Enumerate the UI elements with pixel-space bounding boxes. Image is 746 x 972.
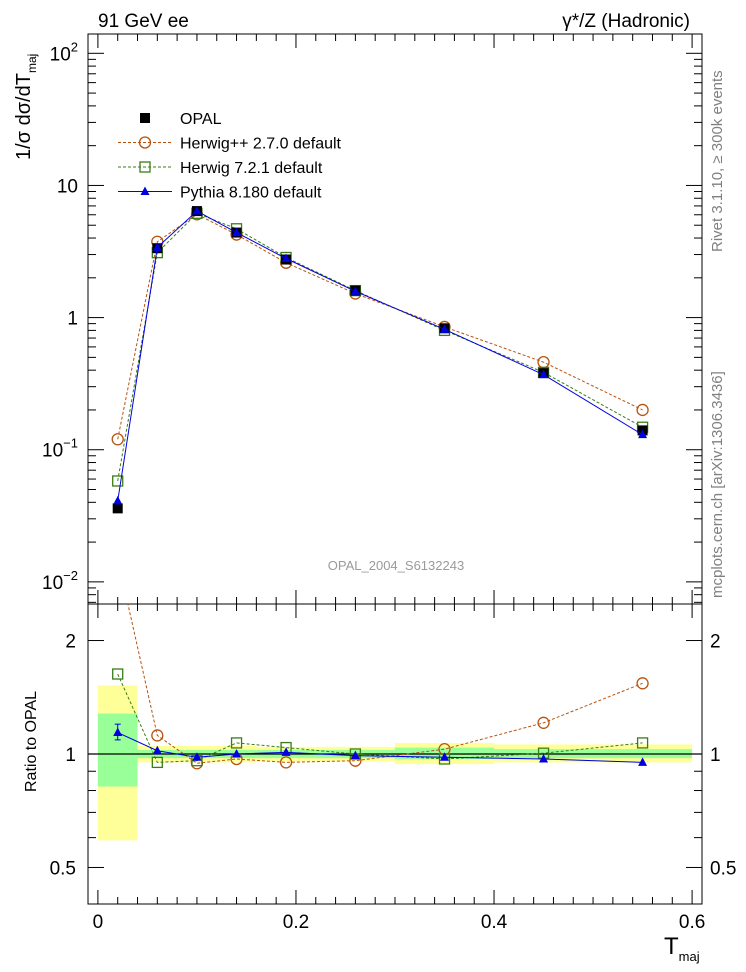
main-point-opal bbox=[112, 503, 123, 514]
main-y-tick-label: 102 bbox=[50, 39, 78, 65]
x-tick-label: 0.6 bbox=[679, 912, 705, 933]
main-ylabel: 1/σ dσ/dTmaj bbox=[13, 54, 39, 160]
main-point-pythia-8-180-default bbox=[232, 227, 242, 237]
ratio-point-herwig-7-2-1-default bbox=[230, 737, 243, 749]
ratio-y-tick-label-right: 1 bbox=[710, 745, 721, 766]
ratio-point-herwig-7-2-1-default bbox=[112, 668, 124, 680]
ratio-y-tick-label-right: 2 bbox=[710, 632, 721, 653]
analysis-watermark: OPAL_2004_S6132243 bbox=[328, 558, 464, 573]
main-y-tick-label-base: 1 bbox=[67, 309, 78, 330]
ratio-point-pythia-8-180-default bbox=[152, 745, 162, 755]
main-line-pythia-8-180-default bbox=[117, 210, 643, 501]
x-tick-label: 0.2 bbox=[283, 912, 309, 933]
axis-ticks bbox=[88, 34, 702, 905]
ratio-point-herwig-2-7-0-default bbox=[537, 716, 550, 729]
main-y-tick-label: 10 bbox=[57, 176, 78, 197]
x-tick-label: 0.4 bbox=[481, 912, 508, 933]
ratio-point-herwig-2-7-0-default bbox=[636, 677, 649, 690]
main-point-herwig-2-7-0-default bbox=[636, 403, 649, 417]
ratio-uncertainty-bands bbox=[88, 685, 702, 841]
main-point-herwig-7-2-1-default bbox=[112, 475, 124, 487]
legend-label: OPAL bbox=[180, 111, 222, 128]
main-point-pythia-8-180-default bbox=[152, 242, 162, 251]
ratio-y-tick-label-left: 2 bbox=[65, 632, 76, 653]
legend-label: Herwig++ 2.7.0 default bbox=[180, 136, 342, 153]
main-point-pythia-8-180-default bbox=[113, 495, 123, 505]
main-point-pythia-8-180-default bbox=[281, 253, 291, 263]
ratio-point-pythia-8-180-default bbox=[350, 750, 360, 760]
ratio-y-tick-label-left: 0.5 bbox=[50, 858, 76, 879]
main-ylabel-text: 1/σ dσ/dT bbox=[13, 73, 35, 160]
main-y-tick-label-base: 10 bbox=[50, 44, 71, 65]
ratio-point-pythia-8-180-default bbox=[192, 752, 202, 761]
ratio-point-pythia-8-180-default bbox=[440, 752, 450, 761]
x-axis-label-text: T bbox=[664, 933, 679, 960]
legend-marker bbox=[140, 113, 150, 123]
legend-label: Pythia 8.180 default bbox=[180, 185, 322, 202]
ratio-y-tick-label-right: 0.5 bbox=[710, 858, 736, 879]
x-tick-label: 0 bbox=[93, 912, 104, 933]
ratio-y-tick-label-left: 1 bbox=[65, 745, 76, 766]
ratio-point-herwig-7-2-1-default bbox=[636, 737, 649, 749]
main-y-tick-label-base: 10 bbox=[57, 176, 78, 197]
main-point-herwig-2-7-0-default bbox=[111, 433, 124, 446]
ratio-point-herwig-7-2-1-default bbox=[151, 756, 163, 769]
legend: OPAL Herwig++ 2.7.0 default Herwig 7.2.1 d… bbox=[118, 111, 342, 202]
main-y-tick-label-exp: −1 bbox=[63, 436, 78, 451]
x-axis-label: Tmaj bbox=[664, 933, 700, 964]
main-y-tick-label-base: 10 bbox=[42, 441, 63, 462]
ratio-line-herwig-2-7-0-default bbox=[127, 604, 643, 764]
main-point-pythia-8-180-default bbox=[638, 429, 648, 439]
ratio-point-herwig-2-7-0-default bbox=[279, 756, 293, 769]
x-axis-label-sub: maj bbox=[679, 949, 700, 964]
main-y-tick-label: 10−2 bbox=[42, 568, 78, 594]
ratio-point-herwig-2-7-0-default bbox=[151, 729, 164, 742]
ratio-ylabel: Ratio to OPAL bbox=[23, 691, 40, 792]
main-point-pythia-8-180-default bbox=[539, 369, 549, 379]
main-panel-series bbox=[111, 206, 649, 514]
main-y-tick-label-exp: 2 bbox=[71, 39, 78, 54]
rivet-label: Rivet 3.1.10, ≥ 300k events bbox=[709, 70, 726, 252]
main-y-tick-label-exp: −2 bbox=[63, 568, 78, 583]
legend-marker bbox=[140, 186, 150, 195]
legend-marker bbox=[138, 136, 152, 149]
main-point-pythia-8-180-default bbox=[192, 206, 202, 215]
ratio-point-pythia-8-180-default bbox=[281, 747, 291, 756]
mcplots-label: mcplots.cern.ch [arXiv:1306.3436] bbox=[709, 371, 726, 598]
main-line-herwig-2-7-0-default bbox=[117, 213, 643, 440]
ratio-point-pythia-8-180-default bbox=[232, 749, 242, 758]
ratio-panel-series bbox=[112, 553, 649, 770]
main-point-pythia-8-180-default bbox=[440, 324, 450, 333]
main-line-herwig-7-2-1-default bbox=[117, 212, 643, 482]
main-y-tick-label: 10−1 bbox=[42, 436, 78, 462]
ratio-point-pythia-8-180-default bbox=[539, 753, 549, 763]
main-y-tick-label: 1 bbox=[67, 309, 78, 330]
ratio-line-herwig-7-2-1-default bbox=[117, 673, 643, 763]
main-point-pythia-8-180-default bbox=[350, 286, 360, 295]
header-left: 91 GeV ee bbox=[98, 11, 189, 32]
ratio-point-pythia-8-180-default bbox=[638, 757, 648, 766]
header-right: γ*/Z (Hadronic) bbox=[562, 11, 690, 32]
main-ylabel-sub: maj bbox=[25, 54, 39, 73]
legend-label: Herwig 7.2.1 default bbox=[180, 160, 323, 177]
legend-marker bbox=[139, 161, 151, 173]
ratio-point-herwig-2-7-0-default bbox=[112, 553, 123, 564]
main-y-tick-label-base: 10 bbox=[42, 573, 63, 594]
